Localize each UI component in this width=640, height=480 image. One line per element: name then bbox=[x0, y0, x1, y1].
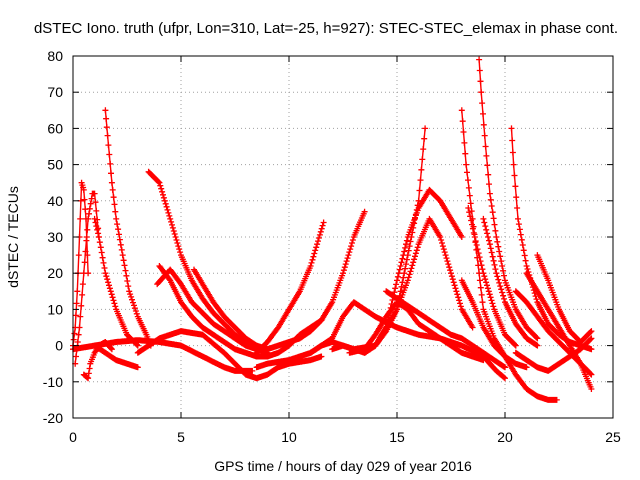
x-axis-label: GPS time / hours of day 029 of year 2016 bbox=[214, 458, 472, 474]
data-series-19 bbox=[383, 288, 508, 371]
y-tick-label: 50 bbox=[47, 157, 63, 173]
data-series-9 bbox=[134, 328, 325, 382]
data-series-7 bbox=[70, 337, 256, 374]
series-markers bbox=[346, 299, 487, 364]
x-tick-label: 0 bbox=[69, 429, 77, 445]
data-series-30 bbox=[534, 252, 595, 345]
series-markers bbox=[191, 266, 271, 353]
y-axis-label: dSTEC / TECUs bbox=[5, 186, 21, 288]
data-series-29 bbox=[523, 270, 595, 392]
y-tick-label: 10 bbox=[47, 301, 63, 317]
data-series-14 bbox=[264, 208, 368, 353]
y-tick-label: 0 bbox=[55, 338, 63, 354]
series-markers bbox=[102, 107, 154, 349]
x-tick-label: 25 bbox=[605, 429, 621, 445]
y-tick-label: 30 bbox=[47, 229, 63, 245]
data-series-12 bbox=[191, 266, 271, 353]
chart-title: dSTEC Iono. truth (ufpr, Lon=310, Lat=-2… bbox=[34, 20, 618, 37]
data-series-20 bbox=[346, 299, 487, 364]
series-layer bbox=[70, 56, 595, 403]
data-series-23 bbox=[476, 56, 541, 342]
data-series-28 bbox=[512, 335, 595, 374]
series-markers bbox=[458, 277, 530, 371]
y-tick-label: 40 bbox=[47, 193, 63, 209]
data-series-2 bbox=[72, 190, 102, 367]
x-tick-label: 5 bbox=[177, 429, 185, 445]
series-markers bbox=[72, 190, 102, 367]
x-tick-label: 10 bbox=[281, 429, 297, 445]
series-markers bbox=[156, 263, 325, 360]
y-tick-label: -10 bbox=[43, 374, 63, 390]
y-tick-label: 70 bbox=[47, 84, 63, 100]
x-tick-label: 15 bbox=[389, 429, 405, 445]
series-markers bbox=[154, 266, 271, 353]
x-tick-label: 20 bbox=[497, 429, 513, 445]
series-markers bbox=[134, 328, 325, 382]
grid bbox=[73, 56, 613, 418]
y-tick-label: 80 bbox=[47, 48, 63, 64]
data-series-25 bbox=[465, 205, 519, 349]
data-series-6 bbox=[91, 342, 141, 371]
series-markers bbox=[476, 56, 541, 342]
series-markers bbox=[465, 205, 519, 349]
series-markers bbox=[534, 252, 595, 345]
series-line bbox=[72, 181, 89, 347]
series-markers bbox=[480, 215, 541, 349]
series-markers bbox=[253, 219, 327, 356]
series-markers bbox=[523, 270, 595, 392]
data-series-24 bbox=[480, 215, 541, 349]
data-series-4 bbox=[91, 215, 141, 349]
data-series-11 bbox=[154, 266, 271, 353]
axis-ticks: 0 5 10 15 20 25 -20 -10 0 10 20 30 40 50 60 70 80 bbox=[43, 48, 621, 445]
data-series-18 bbox=[361, 215, 476, 356]
series-markers bbox=[383, 288, 508, 371]
data-series-13 bbox=[253, 219, 327, 356]
y-tick-label: -20 bbox=[43, 410, 63, 426]
series-markers bbox=[264, 208, 368, 353]
y-tick-label: 20 bbox=[47, 265, 63, 281]
y-tick-label: 60 bbox=[47, 120, 63, 136]
data-series-5 bbox=[102, 107, 154, 349]
data-series-21 bbox=[458, 107, 560, 403]
data-series-22 bbox=[458, 277, 530, 371]
